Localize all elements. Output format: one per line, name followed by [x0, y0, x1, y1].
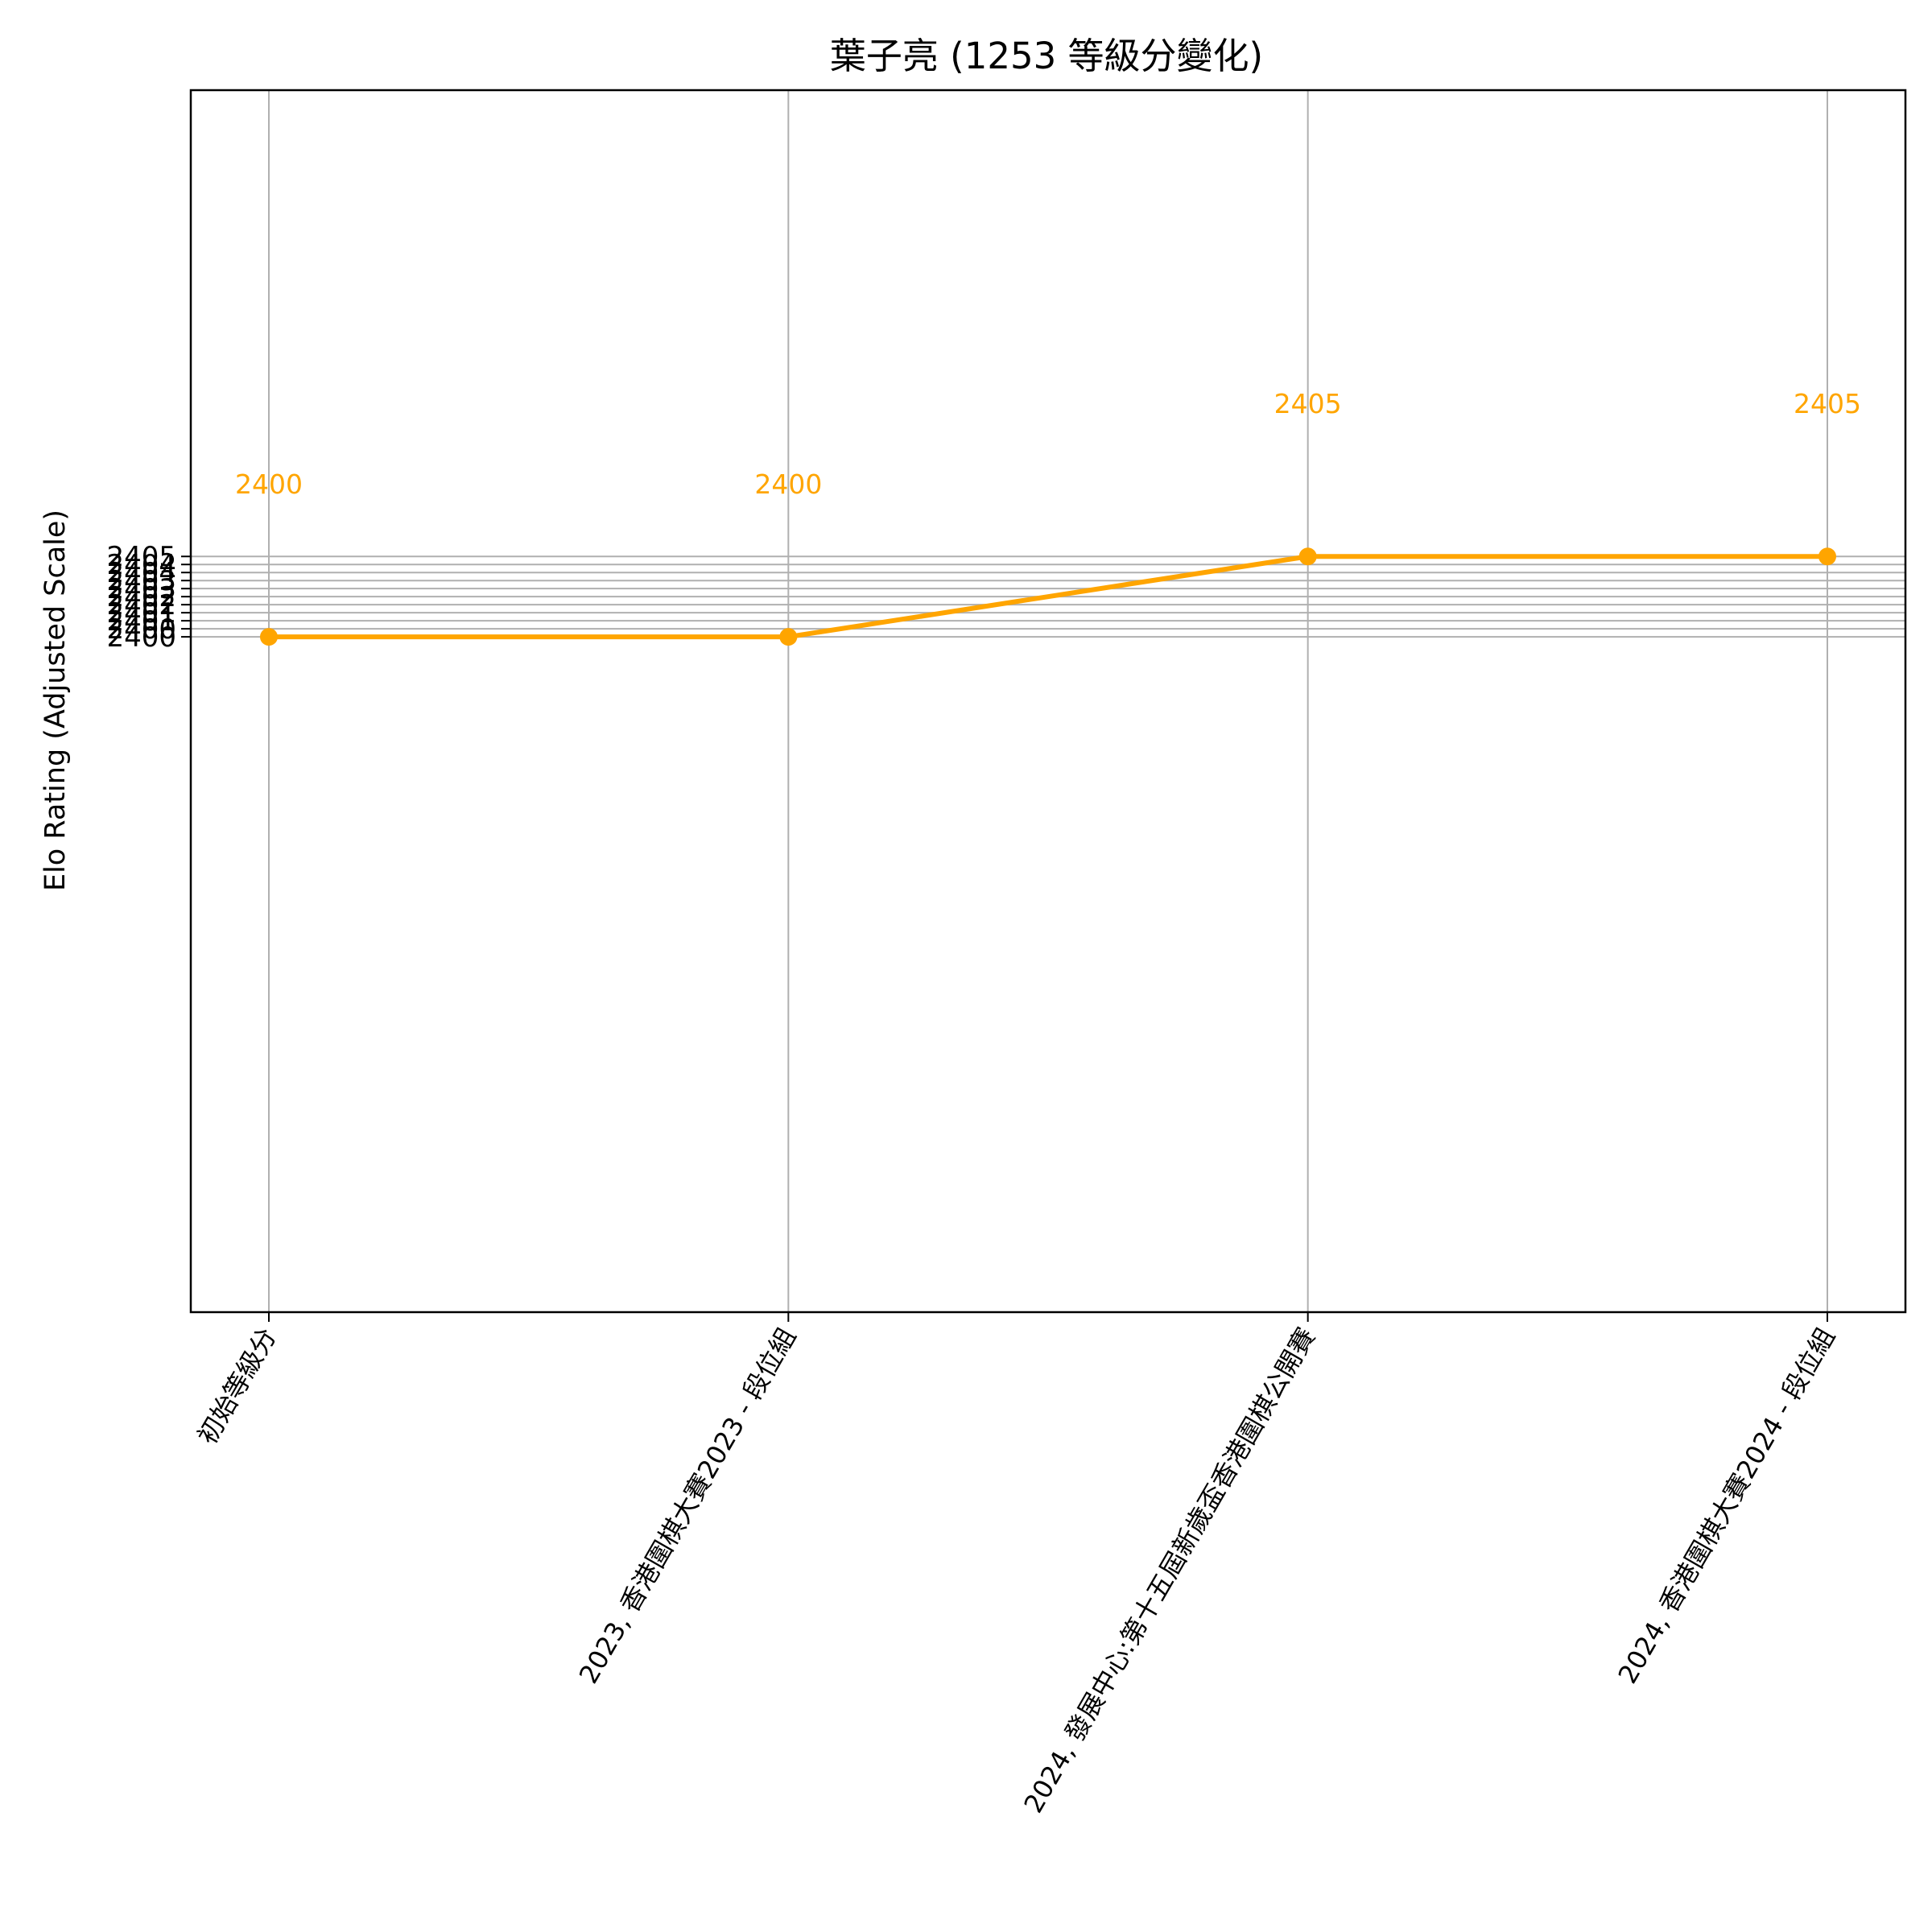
- y-tick-label: 2401: [106, 605, 176, 638]
- y-tick-label: 2404: [106, 549, 176, 581]
- data-label: 2400: [754, 469, 822, 500]
- data-point: [260, 628, 278, 646]
- y-axis-label: Elo Rating (Adjusted Scale): [39, 510, 72, 891]
- data-labels: 2400 2400 2405 2405: [235, 388, 1861, 500]
- y-axis-ticks: 2400240024012401240224022403240324042404…: [106, 541, 191, 654]
- series-rating: [260, 547, 1836, 646]
- data-point: [1298, 547, 1317, 566]
- y-tick-label: 2402: [106, 581, 176, 613]
- y-tick-label: 2401: [106, 597, 176, 630]
- y-tick-label: 2405: [106, 541, 176, 573]
- y-tick-label: 2400: [106, 613, 176, 646]
- data-label: 2405: [1274, 388, 1342, 419]
- data-label: 2400: [235, 469, 303, 500]
- y-tick-label: 2400: [106, 621, 176, 654]
- data-label: 2405: [1794, 388, 1861, 419]
- chart-title: 葉子亮 (1253 等級分變化): [830, 35, 1263, 77]
- y-tick-label: 2402: [106, 589, 176, 621]
- series-line: [266, 554, 1830, 640]
- plot-frame: [189, 89, 1907, 1314]
- y-tick-label: 2403: [106, 573, 176, 605]
- data-point: [779, 628, 798, 646]
- y-tick-label: 2403: [106, 565, 176, 597]
- data-point: [1818, 547, 1836, 566]
- y-tick-label: 2404: [106, 557, 176, 589]
